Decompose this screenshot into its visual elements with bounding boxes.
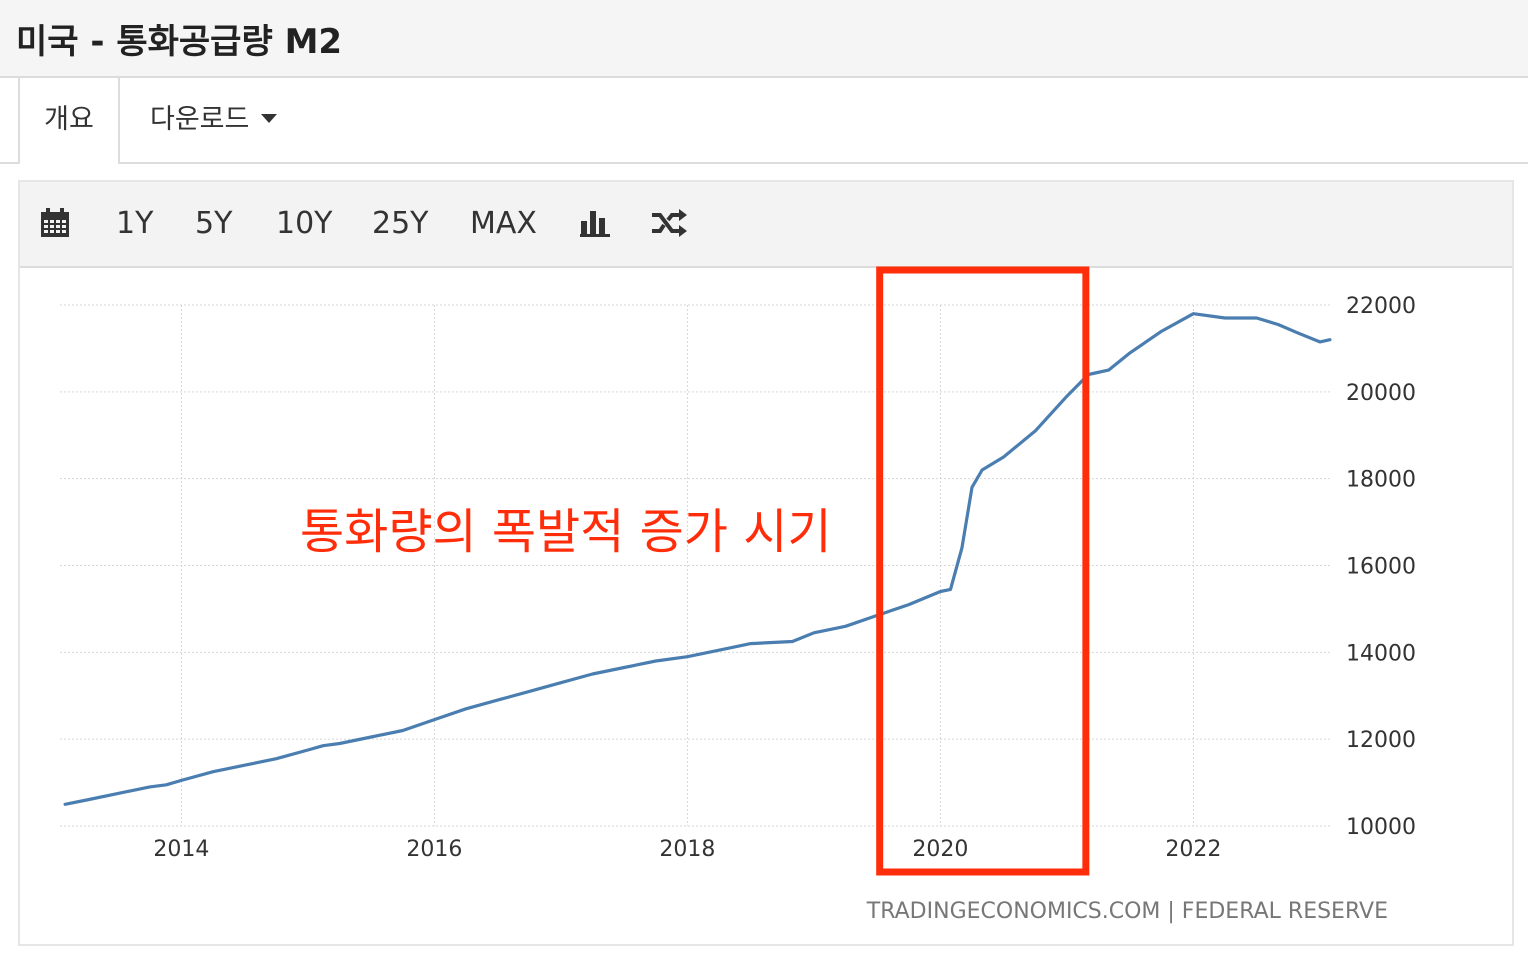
calendar-icon[interactable]	[40, 208, 70, 238]
x-tick-label: 2018	[659, 837, 715, 862]
shuffle-icon[interactable]	[650, 209, 688, 237]
tab-overview[interactable]: 개요	[18, 78, 120, 164]
series-line-m2	[63, 312, 1332, 806]
range-10y-button[interactable]: 10Y	[276, 206, 333, 241]
range-25y-button[interactable]: 25Y	[372, 206, 429, 241]
chart-gridlines	[60, 304, 1330, 827]
x-tick-label: 2014	[153, 837, 209, 862]
highlight-box	[876, 266, 1090, 876]
tab-download[interactable]: 다운로드	[150, 78, 278, 162]
x-tick-label: 2020	[912, 837, 968, 862]
y-axis-ticks: 10000 12000 14000 16000 18000 20000 22000	[1346, 294, 1416, 840]
y-tick-label: 20000	[1346, 381, 1416, 406]
annotation-label: 통화량의 폭발적 증가 시기	[300, 504, 832, 560]
y-tick-label: 18000	[1346, 468, 1416, 493]
y-tick-label: 12000	[1346, 728, 1416, 753]
range-5y-button[interactable]: 5Y	[195, 206, 233, 241]
y-tick-label: 16000	[1346, 555, 1416, 580]
caret-down-icon	[261, 114, 278, 123]
chart-panel: 1Y 5Y 10Y 25Y MAX	[18, 180, 1514, 946]
page-title: 미국 - 통화공급량 M2	[16, 22, 343, 62]
tab-download-label: 다운로드	[150, 104, 250, 135]
y-tick-label: 10000	[1346, 815, 1416, 840]
x-axis-ticks: 2014 2016 2018 2020 2022	[153, 837, 1221, 862]
y-tick-label: 14000	[1346, 641, 1416, 666]
page-header: 미국 - 통화공급량 M2	[0, 0, 1528, 78]
source-credit: TRADINGECONOMICS.COM | FEDERAL RESERVE	[866, 899, 1388, 924]
range-1y-button[interactable]: 1Y	[116, 206, 154, 241]
tab-bar: 개요 다운로드	[0, 78, 1528, 164]
chart-toolbar: 1Y 5Y 10Y 25Y MAX	[20, 182, 1512, 268]
x-tick-label: 2016	[406, 837, 462, 862]
x-tick-label: 2022	[1165, 837, 1221, 862]
bar-chart-icon[interactable]	[580, 209, 610, 237]
range-max-button[interactable]: MAX	[470, 206, 537, 241]
y-tick-label: 22000	[1346, 294, 1416, 319]
